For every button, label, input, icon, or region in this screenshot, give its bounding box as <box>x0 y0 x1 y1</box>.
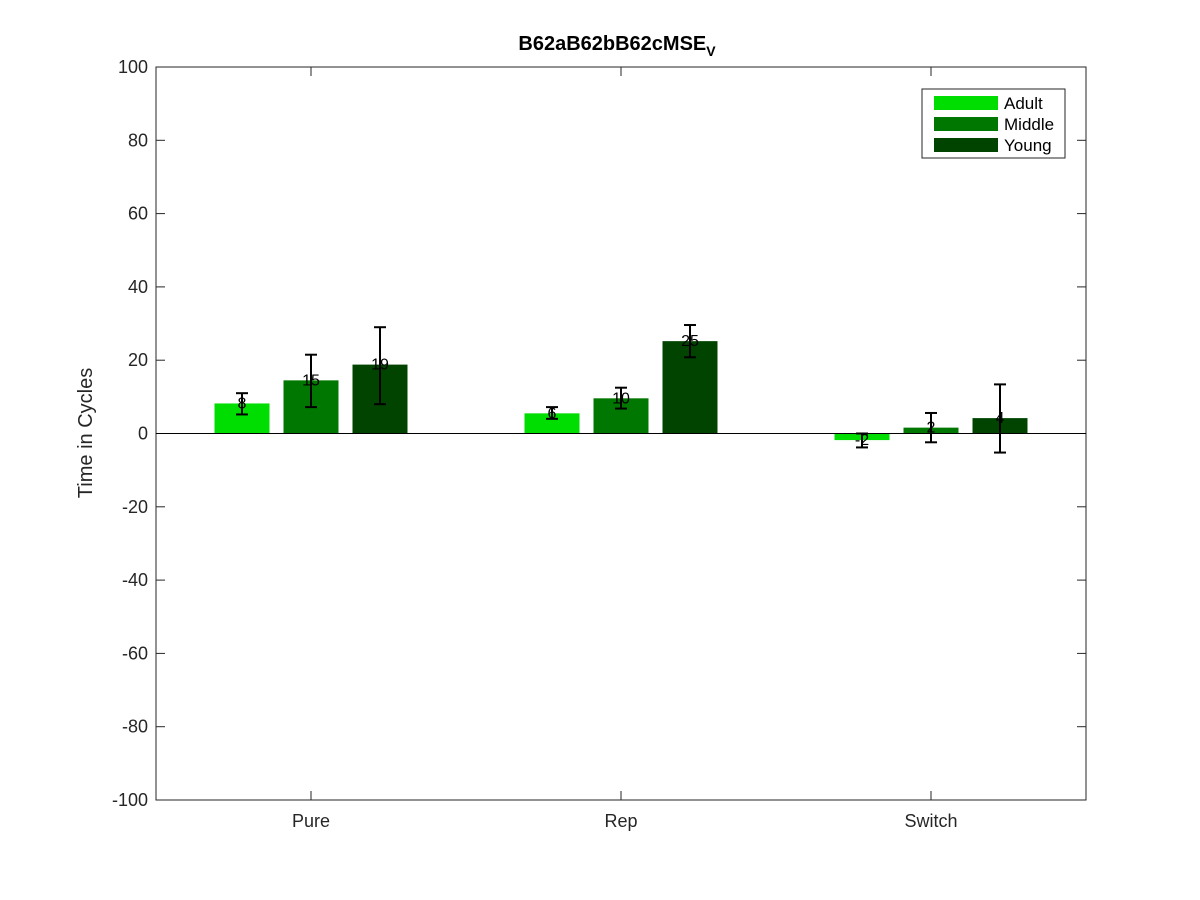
y-tick-label: 0 <box>138 424 148 444</box>
legend-label: Middle <box>1004 115 1054 134</box>
data-label: 4 <box>996 410 1005 427</box>
legend-swatch <box>934 117 998 131</box>
y-tick-label: 100 <box>118 57 148 77</box>
data-label: 25 <box>681 333 699 350</box>
y-axis-title: Time in Cycles <box>75 368 97 498</box>
legend-swatch <box>934 96 998 110</box>
data-label: 6 <box>548 405 557 422</box>
y-tick-label: 20 <box>128 350 148 370</box>
legend-label: Young <box>1004 136 1052 155</box>
y-tick-label: -100 <box>112 790 148 810</box>
bar <box>524 413 580 434</box>
data-label: 2 <box>927 420 936 437</box>
data-label: -2 <box>855 432 869 449</box>
chart-title-subscript: V <box>706 43 716 59</box>
legend-label: Adult <box>1004 94 1043 113</box>
legend: Adult Middle Young <box>921 88 1066 159</box>
chart-title-main: B62aB62bB62cMSE <box>518 33 706 55</box>
y-tick-label: -40 <box>122 570 148 590</box>
y-tick-label: 80 <box>128 130 148 150</box>
plot-area: -100 -80 -60 -40 -20 0 20 40 60 80 100 Pure Rep Switc… <box>112 57 1087 831</box>
x-tick-label: Pure <box>292 811 330 831</box>
y-tick-label: -80 <box>122 717 148 737</box>
data-label: 8 <box>238 395 247 412</box>
chart-title: B62aB62bB62cMSEV <box>518 33 716 59</box>
x-tick-label: Switch <box>904 811 957 831</box>
data-label: 19 <box>371 357 389 374</box>
x-tick-label: Rep <box>604 811 637 831</box>
y-tick-label: -60 <box>122 643 148 663</box>
y-tick-label: 60 <box>128 204 148 224</box>
legend-swatch <box>934 138 998 152</box>
data-label: 15 <box>302 372 320 389</box>
data-label: 10 <box>612 390 630 407</box>
y-tick-label: -20 <box>122 497 148 517</box>
y-tick-label: 40 <box>128 277 148 297</box>
